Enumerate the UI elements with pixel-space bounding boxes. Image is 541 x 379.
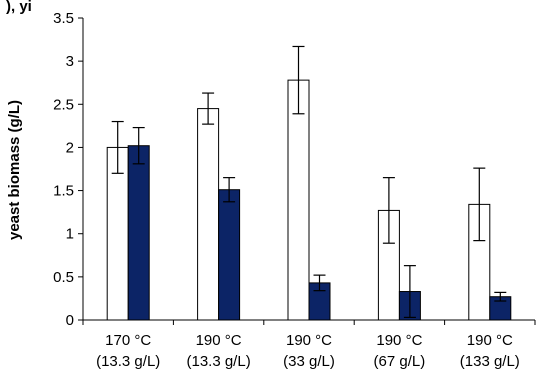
y-tick-label-6: 3 <box>66 53 74 70</box>
plot-area: 0 0.5 1 1.5 2 2.5 3 3.5 170 °C (13.3 g/L) 190 °C (1… <box>53 10 536 370</box>
x-category-label-line2-4: (133 g/L) <box>460 353 520 370</box>
x-category-label-line2-3: (67 g/L) <box>374 353 426 370</box>
bar-s1-2 <box>287 79 310 321</box>
bar-s2-1 <box>218 189 241 321</box>
x-category-label-line2-0: (13.3 g/L) <box>96 353 160 370</box>
x-category-label-line1-2: 190 °C <box>286 332 332 349</box>
y-tick-label-1: 0.5 <box>53 269 74 286</box>
x-category-label-line1-4: 190 °C <box>467 332 513 349</box>
y-tick-label-5: 2.5 <box>53 96 74 113</box>
y-tick-label-4: 2 <box>66 139 74 156</box>
x-category-label-line2-1: (13.3 g/L) <box>186 353 250 370</box>
bar-s2-0 <box>127 145 150 321</box>
x-category-label-line1-0: 170 °C <box>105 332 151 349</box>
bar-s1-1 <box>197 108 220 321</box>
y-tick-label-7: 3.5 <box>53 10 74 27</box>
y-axis-title-group: yeast biomass (g/L) <box>6 100 23 240</box>
x-category-label-line1-3: 190 °C <box>376 332 422 349</box>
x-category-label-line2-2: (33 g/L) <box>283 353 335 370</box>
y-tick-label-0: 0 <box>66 312 74 329</box>
y-tick-label-2: 1 <box>66 226 74 243</box>
y-axis-title: yeast biomass (g/L) <box>6 100 23 240</box>
y-tick-label-3: 1.5 <box>53 183 74 200</box>
top-cut-text: ), yi <box>6 0 32 15</box>
x-category-label-line1-1: 190 °C <box>196 332 242 349</box>
